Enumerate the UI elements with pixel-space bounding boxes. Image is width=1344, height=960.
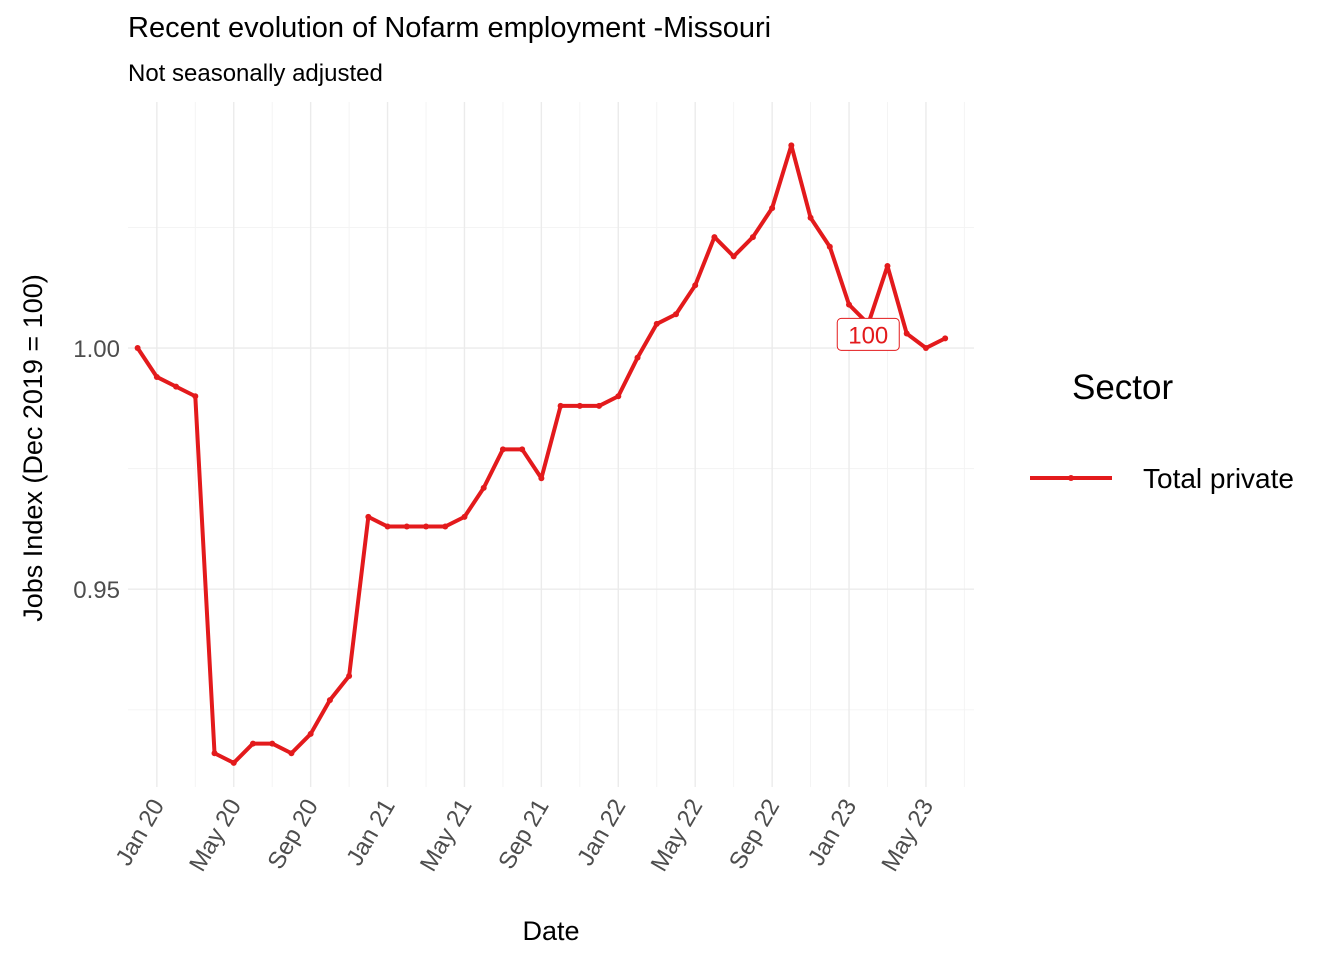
legend-title: Sector (1072, 368, 1173, 407)
major-gridlines (128, 102, 974, 787)
data-point (134, 345, 141, 352)
data-point (230, 759, 237, 766)
series-layer (134, 142, 949, 766)
data-point (538, 475, 545, 482)
data-point (634, 354, 641, 361)
data-point (596, 402, 603, 409)
x-tick-label: May 21 (415, 795, 478, 877)
x-axis-ticks: Jan 20 May 20 Sep 20 Jan 21 May 21 Sep 21 Jan … (111, 795, 940, 877)
data-point (326, 697, 333, 704)
data-point (423, 523, 430, 530)
x-tick-label: Jan 21 (341, 795, 400, 871)
data-point (269, 740, 276, 747)
legend-key-point (1068, 475, 1074, 481)
data-point (922, 345, 929, 352)
x-tick-label: Jan 22 (572, 795, 631, 871)
data-point (730, 253, 737, 260)
annotation-layer: 100 (836, 317, 900, 351)
x-tick-label: May 20 (184, 795, 247, 877)
data-point (288, 750, 295, 757)
y-tick-label: 1.00 (73, 336, 120, 363)
data-point (557, 402, 564, 409)
data-point (461, 513, 468, 520)
chart-subtitle: Not seasonally adjusted (128, 60, 383, 87)
x-tick-label: May 23 (876, 795, 939, 877)
data-point (942, 335, 949, 342)
y-axis-ticks: 0.95 1.00 (73, 336, 120, 604)
data-point (576, 402, 583, 409)
data-point (788, 142, 795, 149)
data-point (769, 205, 776, 212)
legend-label-total-private: Total private (1143, 463, 1294, 494)
annotation-label: 100 (848, 322, 888, 349)
legend: Sector Total private (1030, 368, 1294, 494)
data-point (519, 446, 526, 453)
data-point (846, 301, 853, 308)
data-point (499, 446, 506, 453)
x-tick-label: Jan 20 (111, 795, 170, 871)
data-point (307, 730, 314, 737)
data-point (903, 330, 910, 337)
data-point (173, 383, 180, 390)
data-point (884, 263, 891, 270)
data-point (365, 513, 372, 520)
data-point (807, 214, 814, 221)
minor-gridlines (128, 102, 974, 787)
data-point (249, 740, 256, 747)
x-tick-label: Sep 21 (493, 795, 554, 874)
x-tick-label: Jan 23 (803, 795, 862, 871)
data-point (653, 320, 660, 327)
y-tick-label: 0.95 (73, 577, 120, 604)
data-point (692, 282, 699, 289)
data-point (384, 523, 391, 530)
x-tick-label: Sep 20 (262, 795, 323, 874)
data-point (192, 393, 199, 400)
data-point (442, 523, 449, 530)
data-point (211, 750, 218, 757)
x-tick-label: May 22 (646, 795, 709, 877)
data-point (403, 523, 410, 530)
data-point (672, 311, 679, 318)
y-axis-title: Jobs Index (Dec 2019 = 100) (18, 274, 48, 621)
data-point (749, 234, 756, 241)
data-point (480, 484, 487, 491)
x-axis-title: Date (522, 916, 579, 946)
chart-title: Recent evolution of Nofarm employment -M… (128, 12, 772, 44)
data-point (615, 393, 622, 400)
annotation-box (836, 317, 900, 351)
x-tick-label: Sep 22 (724, 795, 785, 874)
data-point (826, 243, 833, 250)
data-point (711, 234, 718, 241)
data-point (153, 373, 160, 380)
data-point (346, 673, 353, 680)
